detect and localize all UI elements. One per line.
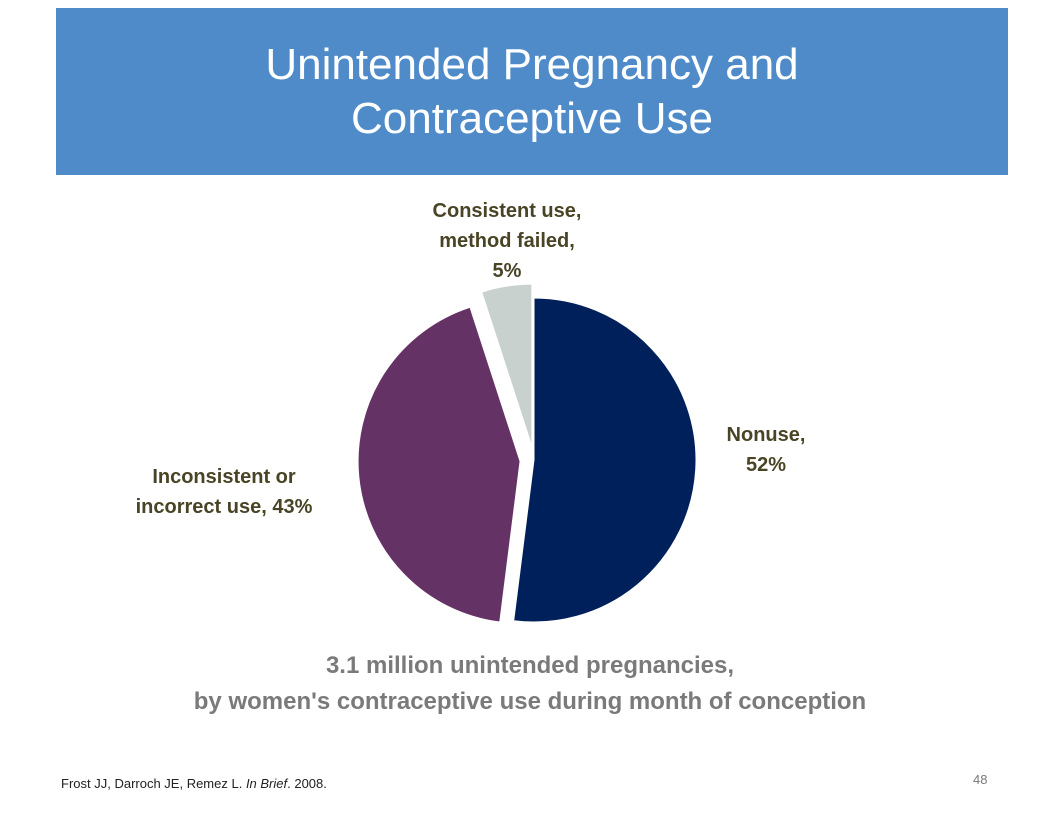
chart-caption: 3.1 million unintended pregnancies, by w… xyxy=(100,648,960,720)
citation-authors: Frost JJ, Darroch JE, Remez L. xyxy=(61,776,246,791)
title-banner: Unintended Pregnancy and Contraceptive U… xyxy=(56,8,1008,175)
slice-label-consistent-line-3: 5% xyxy=(492,260,522,282)
slice-label-nonuse: Nonuse, 52% xyxy=(727,420,806,480)
slice-label-inconsistent: Inconsistent or incorrect use, 43% xyxy=(136,462,313,522)
pie-slice-consistent xyxy=(481,283,533,447)
citation-year: . 2008. xyxy=(287,776,327,791)
slide-title-line-1: Unintended Pregnancy and xyxy=(265,39,799,89)
slice-label-consistent-line-1: Consistent use, xyxy=(432,200,582,222)
slide-title-line-2: Contraceptive Use xyxy=(351,93,713,143)
chart-caption-line-2: by women's contraceptive use during mont… xyxy=(193,688,867,715)
slice-label-nonuse-line-1: Nonuse, xyxy=(726,424,806,446)
pie-slice-inconsistent xyxy=(357,306,521,623)
citation: Frost JJ, Darroch JE, Remez L. In Brief.… xyxy=(61,776,327,791)
citation-journal: In Brief xyxy=(245,776,288,791)
chart-caption-line-1: 3.1 million unintended pregnancies, xyxy=(325,652,735,679)
slice-label-consistent-line-2: method failed, xyxy=(439,230,575,252)
slice-label-inconsistent-line-2: incorrect use, 43% xyxy=(135,496,313,518)
slice-label-nonuse-line-2: 52% xyxy=(745,454,787,476)
slice-label-consistent: Consistent use, method failed, 5% xyxy=(433,196,582,286)
page-number: 48 xyxy=(973,772,988,787)
pie-slice-nonuse xyxy=(513,297,697,623)
slice-label-inconsistent-line-1: Inconsistent or xyxy=(152,466,296,488)
